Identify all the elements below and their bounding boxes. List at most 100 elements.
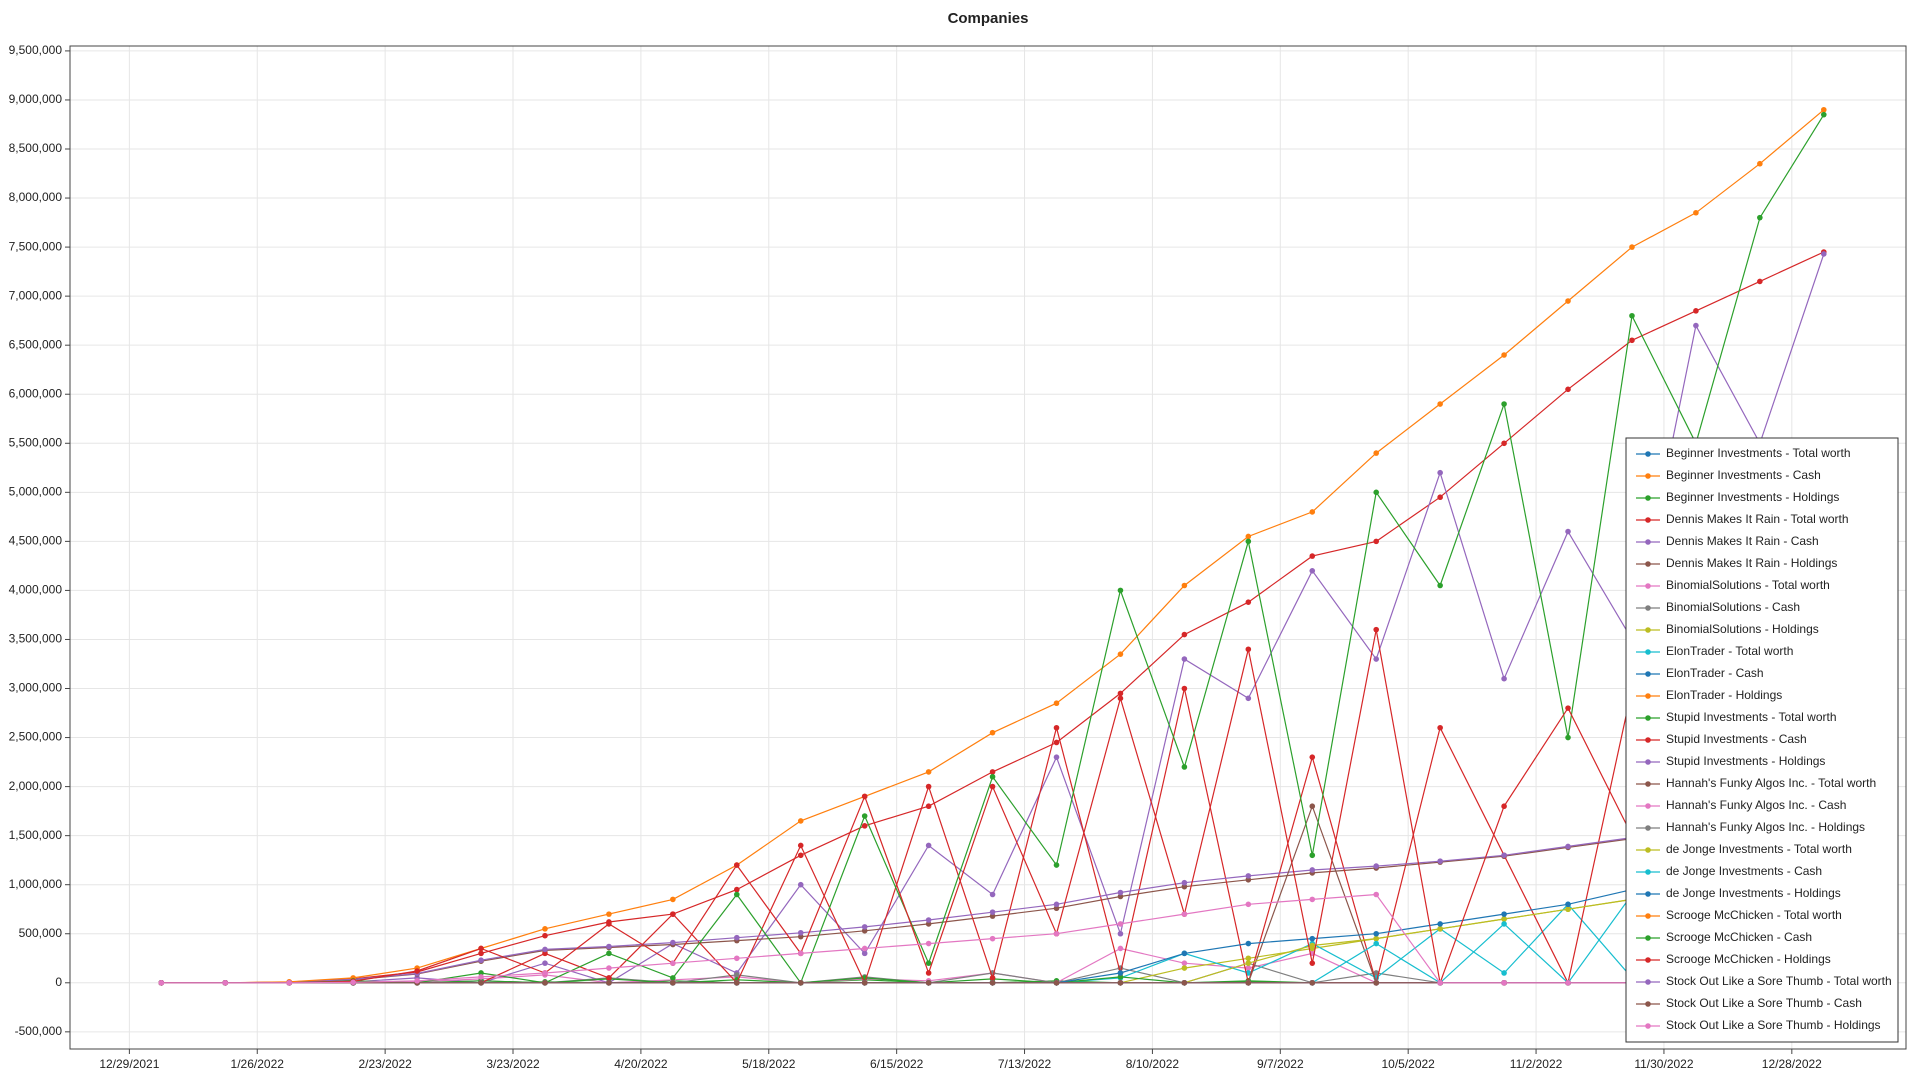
legend-label: Beginner Investments - Cash [1666, 468, 1821, 482]
legend-label: Scrooge McChicken - Holdings [1666, 952, 1831, 966]
data-point [797, 950, 804, 957]
x-tick-label: 10/5/2022 [1381, 1057, 1435, 1071]
data-point [542, 960, 548, 966]
data-point [1181, 582, 1188, 589]
legend-label: Beginner Investments - Total worth [1666, 446, 1851, 460]
plot-area [69, 45, 1907, 1050]
legend-marker [1645, 605, 1651, 611]
legend-marker [1645, 935, 1651, 941]
legend-label: Beginner Investments - Holdings [1666, 490, 1839, 504]
data-point [1117, 979, 1124, 986]
y-tick-label: 3,000,000 [9, 681, 63, 695]
data-point [1437, 401, 1443, 407]
data-point [158, 979, 165, 986]
y-tick-label: 5,500,000 [9, 435, 63, 449]
y-tick-label: 6,000,000 [9, 386, 63, 400]
legend-label: Stock Out Like a Sore Thumb - Holdings [1666, 1018, 1881, 1032]
data-point [1309, 979, 1316, 986]
data-point [1053, 930, 1060, 937]
data-point [1565, 979, 1571, 986]
y-tick-label: 2,000,000 [9, 779, 63, 793]
legend-marker [1645, 649, 1651, 655]
series-line [161, 874, 1824, 984]
data-point [1181, 764, 1188, 770]
x-tick-label: 11/2/2022 [1510, 1057, 1563, 1071]
data-point [542, 932, 548, 939]
data-point [1181, 979, 1188, 986]
data-point [1437, 494, 1443, 501]
data-point [222, 979, 229, 986]
data-point [606, 975, 612, 981]
legend-label: de Jonge Investments - Total worth [1666, 842, 1852, 856]
data-point [861, 813, 868, 819]
y-tick-label: 4,500,000 [9, 534, 63, 548]
data-point [989, 783, 996, 790]
data-point [606, 921, 612, 927]
data-point [670, 960, 676, 966]
data-point [606, 965, 612, 971]
data-point [1565, 734, 1571, 741]
data-point [542, 950, 548, 957]
data-point [1117, 974, 1124, 980]
data-point [1053, 905, 1060, 912]
data-point [1629, 337, 1635, 344]
x-tick-label: 3/23/2022 [486, 1057, 540, 1071]
data-point [925, 970, 932, 976]
series-line [161, 253, 1825, 984]
data-point [797, 933, 804, 940]
legend-label: Dennis Makes It Rain - Holdings [1666, 556, 1837, 570]
y-tick-label: 7,500,000 [9, 239, 63, 253]
y-tick-label: 1,000,000 [9, 877, 63, 891]
data-point [989, 913, 996, 919]
data-point [1501, 401, 1507, 407]
data-point [1117, 970, 1124, 976]
data-point [1820, 106, 1827, 113]
data-point [1053, 700, 1060, 707]
legend-label: Hannah's Funky Algos Inc. - Holdings [1666, 820, 1865, 834]
series-line [161, 629, 1825, 986]
legend-label: Dennis Makes It Rain - Cash [1666, 534, 1819, 548]
legend-marker [1645, 847, 1651, 853]
data-point [989, 729, 996, 736]
data-point [1181, 965, 1188, 971]
series-line [161, 251, 1825, 984]
data-point [1501, 970, 1507, 976]
data-point [1117, 695, 1124, 702]
data-point [1373, 656, 1380, 662]
data-point [734, 972, 740, 978]
data-point [414, 978, 420, 984]
data-point [1309, 867, 1316, 873]
y-tick-label: 9,000,000 [9, 92, 63, 106]
y-tick-label: 2,500,000 [9, 730, 63, 744]
data-point [1245, 533, 1252, 540]
legend-marker [1645, 561, 1651, 567]
legend-label: BinomialSolutions - Cash [1666, 600, 1800, 614]
data-point [1693, 308, 1699, 314]
data-point [989, 769, 996, 775]
data-point [1053, 979, 1060, 986]
data-point [1373, 626, 1380, 633]
data-point [414, 968, 420, 974]
data-point [989, 935, 996, 942]
series-line [161, 829, 1824, 984]
data-point [1245, 960, 1252, 966]
data-point [1565, 386, 1571, 393]
series-line [161, 109, 1825, 984]
x-tick-label: 7/13/2022 [998, 1057, 1052, 1071]
data-point [1117, 930, 1124, 937]
data-point [1053, 901, 1060, 908]
legend-label: Stock Out Like a Sore Thumb - Total wort… [1666, 974, 1892, 988]
data-point [1501, 440, 1507, 447]
data-point [1117, 690, 1124, 697]
x-tick-label: 12/29/2021 [99, 1057, 159, 1071]
data-point [925, 960, 932, 966]
data-point [1437, 724, 1443, 731]
legend-marker [1645, 825, 1651, 831]
legend-label: BinomialSolutions - Holdings [1666, 622, 1819, 636]
legend-marker [1645, 517, 1651, 523]
data-point [1565, 901, 1571, 908]
data-point [478, 979, 484, 986]
data-point [1181, 883, 1188, 890]
legend-label: Hannah's Funky Algos Inc. - Total worth [1666, 776, 1876, 790]
y-tick-label: 4,000,000 [9, 583, 63, 597]
